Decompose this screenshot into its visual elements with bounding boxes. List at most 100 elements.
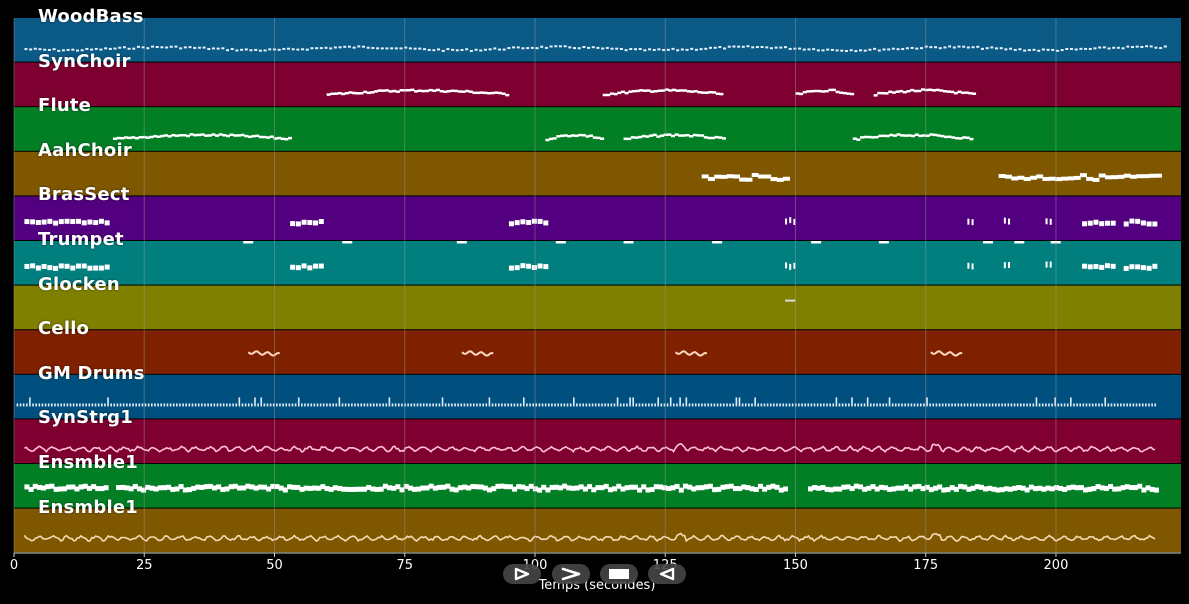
note-mark	[1062, 486, 1068, 492]
note-mark	[569, 403, 572, 407]
note-mark	[277, 136, 282, 140]
note-mark	[979, 403, 981, 407]
note-mark	[226, 49, 230, 52]
note-mark	[69, 403, 72, 407]
note-mark	[354, 403, 356, 407]
note-mark	[662, 485, 668, 491]
note-mark	[200, 133, 205, 136]
note-mark	[120, 136, 125, 140]
note-mark	[616, 483, 622, 489]
note-mark	[113, 47, 117, 50]
note-mark	[526, 219, 532, 225]
note-mark	[954, 403, 956, 407]
note-mark	[678, 134, 683, 137]
note-mark	[633, 48, 637, 51]
note-mark	[1067, 176, 1075, 181]
note-mark	[624, 485, 630, 491]
note-mark	[1163, 45, 1167, 48]
back-button[interactable]	[648, 564, 686, 584]
note-mark	[33, 47, 37, 50]
play-button[interactable]	[503, 564, 541, 584]
note-mark	[86, 485, 92, 491]
note-mark	[418, 47, 422, 50]
note-mark	[976, 45, 980, 48]
note-mark	[971, 263, 974, 270]
note-mark	[485, 403, 488, 407]
note-mark	[421, 89, 426, 93]
note-mark	[1013, 48, 1017, 51]
note-mark	[1093, 263, 1099, 269]
note-mark	[407, 403, 409, 407]
track-label: BrasSect	[38, 184, 130, 206]
note-mark	[1132, 403, 1135, 407]
note-mark	[1124, 484, 1130, 490]
note-mark	[1141, 487, 1147, 493]
note-mark	[1154, 46, 1158, 49]
note-mark	[268, 48, 272, 51]
note-mark	[1123, 173, 1131, 178]
note-mark	[685, 133, 690, 137]
play-icon	[514, 567, 530, 581]
note-mark	[1057, 403, 1060, 407]
note-mark	[610, 403, 613, 407]
note-mark	[313, 263, 319, 269]
note-mark	[344, 403, 347, 407]
note-mark	[726, 174, 734, 179]
note-mark	[592, 136, 597, 139]
note-mark	[701, 403, 703, 407]
note-mark	[1104, 263, 1110, 269]
note-mark	[251, 134, 256, 138]
note-mark	[531, 265, 537, 271]
note-mark	[360, 403, 363, 407]
note-mark	[313, 220, 319, 226]
note-mark	[53, 220, 59, 226]
note-mark	[1007, 403, 1010, 407]
forward-button[interactable]	[552, 564, 590, 584]
note-mark	[263, 403, 266, 407]
note-mark	[884, 92, 889, 95]
note-mark	[807, 403, 810, 407]
note-mark	[880, 91, 885, 95]
note-mark	[719, 92, 724, 96]
note-mark	[954, 136, 959, 140]
note-mark	[272, 48, 276, 51]
note-mark	[653, 484, 659, 490]
note-mark	[316, 403, 319, 407]
note-mark	[193, 46, 197, 49]
note-mark	[693, 89, 698, 93]
note-mark	[887, 486, 893, 492]
note-mark	[737, 486, 743, 492]
note-mark	[455, 49, 459, 52]
note-mark	[318, 263, 324, 269]
note-mark	[757, 174, 765, 179]
note-mark	[1084, 47, 1088, 50]
note-mark	[290, 264, 296, 270]
note-mark	[931, 89, 936, 92]
note-mark	[1111, 175, 1119, 180]
note-mark	[612, 486, 618, 492]
note-mark	[841, 403, 844, 407]
note-mark	[488, 48, 492, 51]
note-mark	[769, 403, 772, 407]
note-mark	[724, 484, 730, 490]
note-mark	[61, 49, 65, 52]
stop-button[interactable]	[600, 564, 638, 584]
note-mark	[691, 486, 697, 492]
note-mark	[563, 45, 567, 48]
note-mark	[1151, 403, 1153, 407]
note-mark	[877, 91, 882, 95]
note-mark	[310, 403, 313, 407]
note-mark	[385, 403, 388, 407]
note-mark	[210, 403, 213, 407]
note-mark	[241, 403, 244, 407]
note-mark	[1110, 403, 1113, 407]
note-mark	[347, 403, 350, 407]
note-mark	[357, 45, 361, 48]
note-mark	[465, 48, 469, 51]
note-mark	[1120, 403, 1122, 407]
note-mark	[1041, 486, 1047, 492]
note-mark	[1099, 264, 1105, 270]
note-mark	[1129, 174, 1137, 179]
note-mark	[933, 133, 938, 137]
note-mark	[700, 134, 705, 137]
